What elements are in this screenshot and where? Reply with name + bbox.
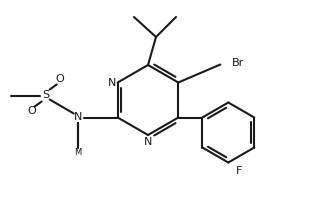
Text: Br: Br (232, 57, 245, 67)
Text: N: N (144, 137, 152, 147)
Text: O: O (27, 106, 36, 117)
Text: N: N (73, 113, 82, 123)
Text: M: M (74, 148, 81, 157)
Text: N: N (108, 78, 116, 88)
Text: S: S (42, 91, 49, 100)
Text: F: F (236, 166, 243, 176)
Text: O: O (55, 74, 64, 85)
